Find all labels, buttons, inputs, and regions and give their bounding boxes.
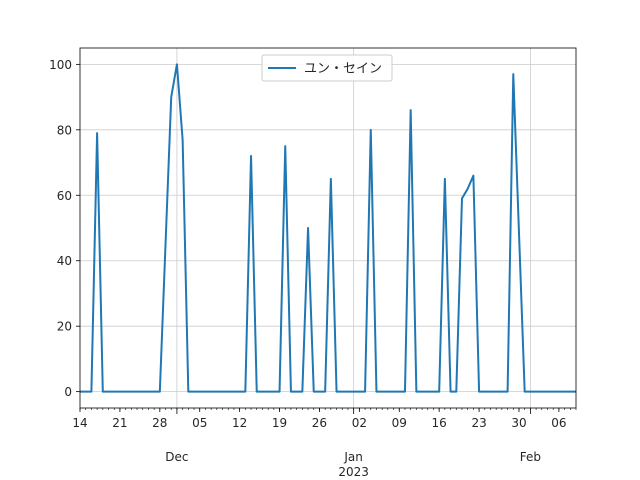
x-minor-tick-label: 21: [112, 416, 127, 430]
x-minor-tick-label: 19: [272, 416, 287, 430]
series-lines: [80, 63, 576, 393]
x-minor-tick-label: 02: [352, 416, 367, 430]
x-minor-tick-label: 28: [152, 416, 167, 430]
x-minor-tick-label: 05: [192, 416, 207, 430]
y-tick-label: 20: [57, 320, 72, 334]
x-major-tick-label: Dec: [165, 450, 188, 464]
grid: [80, 48, 576, 408]
y-tick-label: 80: [57, 123, 72, 137]
plot-frame: [79, 47, 577, 409]
x-minor-tick-label: 26: [312, 416, 327, 430]
x-year-label: 2023: [338, 465, 369, 479]
x-minor-tick-label: 16: [432, 416, 447, 430]
x-major-tick-label: Feb: [520, 450, 541, 464]
x-minor-tick-label: 14: [72, 416, 87, 430]
series-line: [80, 63, 576, 393]
legend: ユン・セイン: [261, 54, 393, 82]
y-tick-label: 100: [49, 58, 72, 72]
y-tick-label: 40: [57, 254, 72, 268]
y-tick-label: 60: [57, 189, 72, 203]
x-minor-tick-label: 12: [232, 416, 247, 430]
y-tick-label: 0: [64, 385, 72, 399]
x-minor-tick-label: 30: [511, 416, 526, 430]
legend-box: [261, 54, 393, 82]
x-major-tick-label: Jan: [343, 450, 363, 464]
legend-label: ユン・セイン: [304, 62, 382, 77]
x-minor-tick-label: 09: [392, 416, 407, 430]
x-minor-tick-label: 06: [551, 416, 566, 430]
x-minor-tick-label: 23: [471, 416, 486, 430]
